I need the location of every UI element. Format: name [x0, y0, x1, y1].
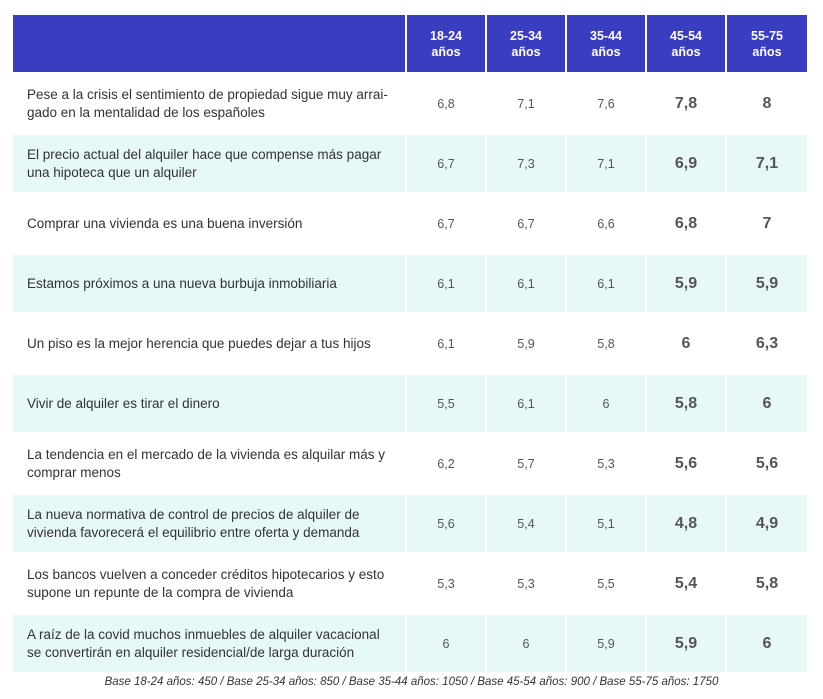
value-cell: 5,3	[487, 552, 567, 612]
row-label: Vivir de alquiler es tirar el dinero	[13, 372, 407, 432]
row-label: Pese a la crisis el sentimiento de propi…	[13, 72, 407, 132]
value-cell: 5,4	[647, 552, 727, 612]
table-body: Pese a la crisis el sentimiento de propi…	[13, 72, 807, 672]
table-row: Un piso es la mejor herencia que puedes …	[13, 312, 807, 372]
row-label: Un piso es la mejor herencia que puedes …	[13, 312, 407, 372]
value-cell: 7,3	[487, 132, 567, 192]
value-cell: 5,8	[567, 312, 647, 372]
value-cell: 5,8	[727, 552, 807, 612]
value-cell: 6,1	[407, 252, 487, 312]
value-cell: 5,5	[567, 552, 647, 612]
value-cell: 5,9	[647, 612, 727, 672]
value-cell: 6,2	[407, 432, 487, 492]
column-header: 35-44 años	[567, 15, 647, 72]
value-cell: 6,1	[567, 252, 647, 312]
value-cell: 5,7	[487, 432, 567, 492]
value-cell: 7,1	[567, 132, 647, 192]
survey-table-container: 18-24 años 25-34 años 35-44 años 45-54 a…	[13, 15, 807, 672]
table-row: La tendencia en el mercado de la viviend…	[13, 432, 807, 492]
value-cell: 6	[407, 612, 487, 672]
value-cell: 5,6	[727, 432, 807, 492]
value-cell: 5,3	[407, 552, 487, 612]
table-row: Estamos próximos a una nueva burbuja inm…	[13, 252, 807, 312]
value-cell: 5,9	[647, 252, 727, 312]
value-cell: 7,6	[567, 72, 647, 132]
value-cell: 6,1	[407, 312, 487, 372]
value-cell: 5,1	[567, 492, 647, 552]
value-cell: 5,8	[647, 372, 727, 432]
value-cell: 5,4	[487, 492, 567, 552]
value-cell: 6,6	[567, 192, 647, 252]
value-cell: 6,8	[647, 192, 727, 252]
value-cell: 6	[727, 372, 807, 432]
value-cell: 6,7	[487, 192, 567, 252]
row-label: La nueva normativa de control de precios…	[13, 492, 407, 552]
value-cell: 5,3	[567, 432, 647, 492]
table-row: A raíz de la covid muchos inmuebles de a…	[13, 612, 807, 672]
column-header: 55-75 años	[727, 15, 807, 72]
value-cell: 6	[567, 372, 647, 432]
value-cell: 6	[647, 312, 727, 372]
value-cell: 6,9	[647, 132, 727, 192]
row-label: El precio actual del alquiler hace que c…	[13, 132, 407, 192]
header-label-cell	[13, 15, 407, 72]
value-cell: 7	[727, 192, 807, 252]
value-cell: 6,1	[487, 372, 567, 432]
value-cell: 6,3	[727, 312, 807, 372]
value-cell: 6,1	[487, 252, 567, 312]
column-header: 45-54 años	[647, 15, 727, 72]
value-cell: 5,6	[647, 432, 727, 492]
value-cell: 4,8	[647, 492, 727, 552]
table-row: Pese a la crisis el sentimiento de propi…	[13, 72, 807, 132]
value-cell: 7,1	[487, 72, 567, 132]
value-cell: 6	[727, 612, 807, 672]
value-cell: 8	[727, 72, 807, 132]
row-label: A raíz de la covid muchos inmuebles de a…	[13, 612, 407, 672]
table-row: La nueva normativa de control de precios…	[13, 492, 807, 552]
value-cell: 5,5	[407, 372, 487, 432]
value-cell: 5,6	[407, 492, 487, 552]
table-row: Vivir de alquiler es tirar el dinero 5,5 6…	[13, 372, 807, 432]
column-header: 25-34 años	[487, 15, 567, 72]
value-cell: 4,9	[727, 492, 807, 552]
column-header: 18-24 años	[407, 15, 487, 72]
header-row: 18-24 años 25-34 años 35-44 años 45-54 a…	[13, 15, 807, 72]
value-cell: 5,9	[727, 252, 807, 312]
row-label: La tendencia en el mercado de la viviend…	[13, 432, 407, 492]
value-cell: 6,8	[407, 72, 487, 132]
table-row: Los bancos vuelven a conceder créditos h…	[13, 552, 807, 612]
value-cell: 5,9	[487, 312, 567, 372]
base-footnote: Base 18-24 años: 450 / Base 25-34 años: …	[104, 676, 719, 688]
row-label: Los bancos vuelven a conceder créditos h…	[13, 552, 407, 612]
row-label: Estamos próximos a una nueva burbuja inm…	[13, 252, 407, 312]
table-row: Comprar una vivienda es una buena invers…	[13, 192, 807, 252]
table-row: El precio actual del alquiler hace que c…	[13, 132, 807, 192]
value-cell: 6	[487, 612, 567, 672]
value-cell: 5,9	[567, 612, 647, 672]
value-cell: 7,8	[647, 72, 727, 132]
row-label: Comprar una vivienda es una buena invers…	[13, 192, 407, 252]
survey-table: 18-24 años 25-34 años 35-44 años 45-54 a…	[13, 15, 807, 672]
value-cell: 6,7	[407, 132, 487, 192]
value-cell: 7,1	[727, 132, 807, 192]
value-cell: 6,7	[407, 192, 487, 252]
